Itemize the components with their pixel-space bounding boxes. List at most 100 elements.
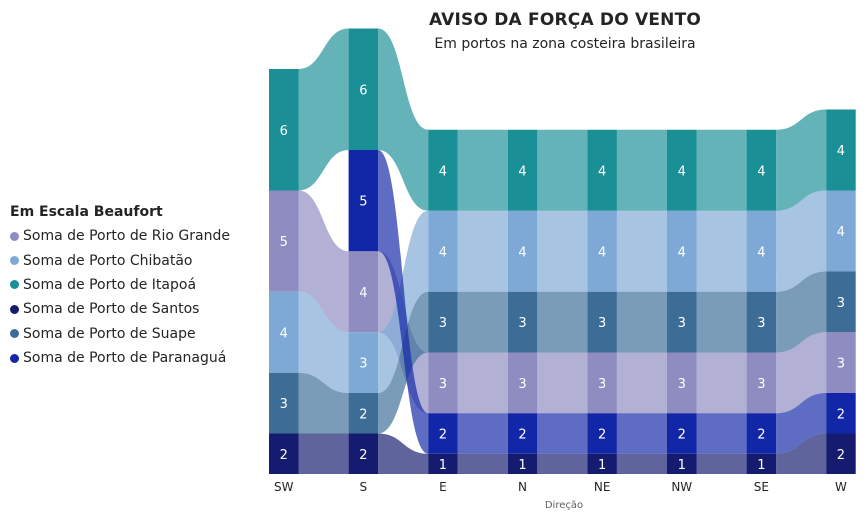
- segment-soma-de-porto-de-santos-sw[interactable]: [269, 433, 299, 475]
- legend-item-soma-de-porto-de-santos[interactable]: Soma de Porto de Santos: [10, 297, 265, 321]
- ribbon-soma-de-porto-de-itapoa-2[interactable]: [457, 129, 508, 211]
- segment-soma-de-porto-de-suape-e[interactable]: [428, 291, 458, 353]
- segment-soma-de-porto-de-suape-se[interactable]: [746, 291, 777, 353]
- legend: Em Escala Beaufort Soma de Porto de Rio …: [10, 204, 265, 370]
- ribbon-soma-de-porto-de-santos-3[interactable]: [537, 453, 588, 474]
- segment-soma-de-porto-de-santos-s[interactable]: [348, 433, 379, 475]
- ribbon-soma-de-porto-de-santos-6[interactable]: [776, 433, 827, 475]
- legend-item-soma-de-porto-de-suape[interactable]: Soma de Porto de Suape: [10, 322, 265, 346]
- legend-item-soma-de-porto-de-paranagua[interactable]: Soma de Porto de Paranaguá: [10, 346, 265, 370]
- segment-soma-de-porto-de-santos-w[interactable]: [826, 433, 856, 475]
- segment-soma-de-porto-de-santos-n[interactable]: [507, 453, 538, 474]
- ribbon-soma-de-porto-de-suape-2[interactable]: [457, 291, 508, 353]
- ribbon-soma-de-porto-de-suape-3[interactable]: [537, 291, 588, 353]
- segment-soma-de-porto-de-suape-n[interactable]: [507, 291, 538, 353]
- segment-soma-de-porto-de-santos-ne[interactable]: [587, 453, 617, 474]
- segment-soma-de-porto-de-rio-grande-w[interactable]: [826, 332, 856, 393]
- segment-soma-de-porto-chibatao-se[interactable]: [746, 210, 777, 292]
- segment-soma-de-porto-de-itapoa-se[interactable]: [746, 129, 777, 211]
- segment-soma-de-porto-de-itapoa-ne[interactable]: [587, 129, 617, 211]
- legend-item-soma-de-porto-chibatao[interactable]: Soma de Porto Chibatão: [10, 248, 265, 272]
- segment-soma-de-porto-chibatao-s[interactable]: [348, 332, 379, 393]
- segment-soma-de-porto-de-suape-nw[interactable]: [667, 291, 697, 353]
- segment-soma-de-porto-de-rio-grande-s[interactable]: [348, 251, 379, 333]
- segment-soma-de-porto-chibatao-w[interactable]: [826, 190, 856, 272]
- segment-soma-de-porto-de-paranagua-s[interactable]: [348, 150, 379, 252]
- ribbon-soma-de-porto-de-paranagua-5[interactable]: [696, 413, 747, 454]
- ribbon-soma-de-porto-de-paranagua-1[interactable]: [378, 150, 429, 454]
- ribbon-soma-de-porto-de-suape-0[interactable]: [298, 372, 349, 434]
- ribbon-soma-de-porto-de-paranagua-3[interactable]: [537, 413, 588, 454]
- legend-item-soma-de-porto-de-rio-grande[interactable]: Soma de Porto de Rio Grande: [10, 224, 265, 248]
- segment-soma-de-porto-de-rio-grande-nw[interactable]: [667, 352, 697, 414]
- data-label: 3: [439, 316, 447, 331]
- segment-soma-de-porto-de-suape-s[interactable]: [348, 393, 379, 434]
- segment-soma-de-porto-de-paranagua-ne[interactable]: [587, 413, 617, 454]
- ribbon-soma-de-porto-chibatao-3[interactable]: [537, 210, 588, 292]
- segment-soma-de-porto-chibatao-n[interactable]: [507, 210, 538, 292]
- segment-soma-de-porto-de-suape-ne[interactable]: [587, 291, 617, 353]
- data-label: 3: [678, 377, 686, 392]
- data-label: 4: [359, 286, 367, 301]
- data-label: 2: [598, 428, 606, 443]
- ribbon-soma-de-porto-de-itapoa-0[interactable]: [298, 28, 349, 191]
- segment-soma-de-porto-chibatao-e[interactable]: [428, 210, 458, 292]
- ribbon-soma-de-porto-de-santos-4[interactable]: [616, 453, 667, 474]
- segment-soma-de-porto-de-santos-e[interactable]: [428, 453, 458, 474]
- segment-soma-de-porto-de-rio-grande-se[interactable]: [746, 352, 777, 414]
- ribbon-soma-de-porto-de-itapoa-5[interactable]: [696, 129, 747, 211]
- segment-soma-de-porto-de-itapoa-sw[interactable]: [269, 69, 299, 191]
- ribbon-soma-de-porto-de-rio-grande-0[interactable]: [298, 190, 349, 333]
- segment-soma-de-porto-de-itapoa-w[interactable]: [826, 109, 856, 191]
- data-label: 2: [837, 407, 845, 422]
- segment-soma-de-porto-de-suape-w[interactable]: [826, 271, 856, 333]
- ribbon-soma-de-porto-de-rio-grande-6[interactable]: [776, 332, 827, 414]
- ribbon-soma-de-porto-de-paranagua-4[interactable]: [616, 413, 667, 454]
- segment-soma-de-porto-de-rio-grande-n[interactable]: [507, 352, 538, 414]
- ribbon-soma-de-porto-chibatao-2[interactable]: [457, 210, 508, 292]
- ribbon-soma-de-porto-de-itapoa-1[interactable]: [378, 28, 429, 211]
- ribbon-soma-de-porto-de-rio-grande-3[interactable]: [537, 352, 588, 414]
- ribbon-soma-de-porto-de-santos-2[interactable]: [457, 453, 508, 474]
- ribbon-soma-de-porto-de-santos-5[interactable]: [696, 453, 747, 474]
- ribbon-soma-de-porto-de-paranagua-2[interactable]: [457, 413, 508, 454]
- segment-soma-de-porto-chibatao-sw[interactable]: [269, 291, 299, 373]
- ribbon-soma-de-porto-de-rio-grande-4[interactable]: [616, 352, 667, 414]
- ribbon-soma-de-porto-de-paranagua-6[interactable]: [776, 393, 827, 454]
- segment-soma-de-porto-chibatao-ne[interactable]: [587, 210, 617, 292]
- segment-soma-de-porto-de-suape-sw[interactable]: [269, 372, 299, 434]
- ribbon-soma-de-porto-de-santos-1[interactable]: [378, 433, 429, 475]
- segment-soma-de-porto-de-paranagua-e[interactable]: [428, 413, 458, 454]
- ribbon-soma-de-porto-de-itapoa-6[interactable]: [776, 109, 827, 211]
- legend-marker: [10, 256, 19, 266]
- segment-soma-de-porto-de-rio-grande-ne[interactable]: [587, 352, 617, 414]
- segment-soma-de-porto-chibatao-nw[interactable]: [667, 210, 697, 292]
- ribbon-soma-de-porto-chibatao-5[interactable]: [696, 210, 747, 292]
- legend-title: Em Escala Beaufort: [10, 204, 163, 220]
- segment-soma-de-porto-de-rio-grande-sw[interactable]: [269, 190, 299, 292]
- segment-soma-de-porto-de-paranagua-n[interactable]: [507, 413, 538, 454]
- ribbon-soma-de-porto-de-suape-4[interactable]: [616, 291, 667, 353]
- segment-soma-de-porto-de-itapoa-nw[interactable]: [667, 129, 697, 211]
- ribbon-soma-de-porto-chibatao-4[interactable]: [616, 210, 667, 292]
- ribbon-soma-de-porto-de-suape-1[interactable]: [378, 291, 429, 434]
- ribbon-soma-de-porto-de-rio-grande-2[interactable]: [457, 352, 508, 414]
- segment-soma-de-porto-de-rio-grande-e[interactable]: [428, 352, 458, 414]
- segment-soma-de-porto-de-paranagua-w[interactable]: [826, 393, 856, 434]
- ribbon-soma-de-porto-de-rio-grande-5[interactable]: [696, 352, 747, 414]
- ribbon-soma-de-porto-de-itapoa-4[interactable]: [616, 129, 667, 211]
- legend-item-soma-de-porto-de-itapoa[interactable]: Soma de Porto de Itapoá: [10, 273, 265, 297]
- ribbon-soma-de-porto-chibatao-6[interactable]: [776, 190, 827, 292]
- ribbon-soma-de-porto-chibatao-0[interactable]: [298, 291, 349, 393]
- ribbon-soma-de-porto-de-suape-6[interactable]: [776, 271, 827, 353]
- segment-soma-de-porto-de-santos-se[interactable]: [746, 453, 777, 474]
- segment-soma-de-porto-de-itapoa-e[interactable]: [428, 129, 458, 211]
- ribbon-soma-de-porto-de-santos-0[interactable]: [298, 433, 349, 475]
- segment-soma-de-porto-de-itapoa-n[interactable]: [507, 129, 538, 211]
- segment-soma-de-porto-de-itapoa-s[interactable]: [348, 28, 379, 151]
- ribbon-soma-de-porto-de-itapoa-3[interactable]: [537, 129, 588, 211]
- segment-soma-de-porto-de-paranagua-nw[interactable]: [667, 413, 697, 454]
- ribbon-soma-de-porto-de-suape-5[interactable]: [696, 291, 747, 353]
- segment-soma-de-porto-de-paranagua-se[interactable]: [746, 413, 777, 454]
- segment-soma-de-porto-de-santos-nw[interactable]: [667, 453, 697, 474]
